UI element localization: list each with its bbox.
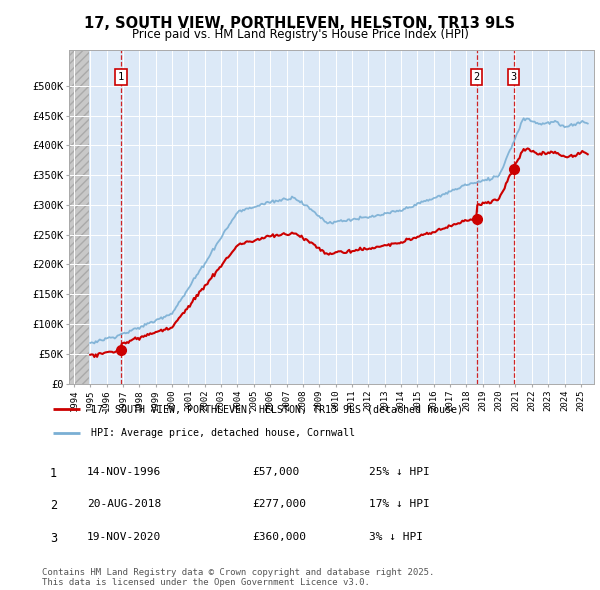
Text: £360,000: £360,000 — [252, 532, 306, 542]
Text: 17, SOUTH VIEW, PORTHLEVEN, HELSTON, TR13 9LS: 17, SOUTH VIEW, PORTHLEVEN, HELSTON, TR1… — [85, 16, 515, 31]
Text: £277,000: £277,000 — [252, 500, 306, 509]
Text: 2: 2 — [473, 72, 480, 82]
Text: 17, SOUTH VIEW, PORTHLEVEN, HELSTON, TR13 9LS (detached house): 17, SOUTH VIEW, PORTHLEVEN, HELSTON, TR1… — [91, 404, 463, 414]
Text: 25% ↓ HPI: 25% ↓ HPI — [369, 467, 430, 477]
Text: 17% ↓ HPI: 17% ↓ HPI — [369, 500, 430, 509]
Text: 3% ↓ HPI: 3% ↓ HPI — [369, 532, 423, 542]
Text: 3: 3 — [50, 532, 57, 545]
Text: HPI: Average price, detached house, Cornwall: HPI: Average price, detached house, Corn… — [91, 428, 355, 438]
Text: 3: 3 — [511, 72, 517, 82]
Text: £57,000: £57,000 — [252, 467, 299, 477]
Text: 14-NOV-1996: 14-NOV-1996 — [87, 467, 161, 477]
Text: 19-NOV-2020: 19-NOV-2020 — [87, 532, 161, 542]
Text: 20-AUG-2018: 20-AUG-2018 — [87, 500, 161, 509]
Text: Contains HM Land Registry data © Crown copyright and database right 2025.
This d: Contains HM Land Registry data © Crown c… — [42, 568, 434, 587]
Bar — [69, 50, 89, 384]
Text: 1: 1 — [50, 467, 57, 480]
Text: Price paid vs. HM Land Registry's House Price Index (HPI): Price paid vs. HM Land Registry's House … — [131, 28, 469, 41]
Text: 2: 2 — [50, 499, 57, 512]
Text: 1: 1 — [118, 72, 124, 82]
